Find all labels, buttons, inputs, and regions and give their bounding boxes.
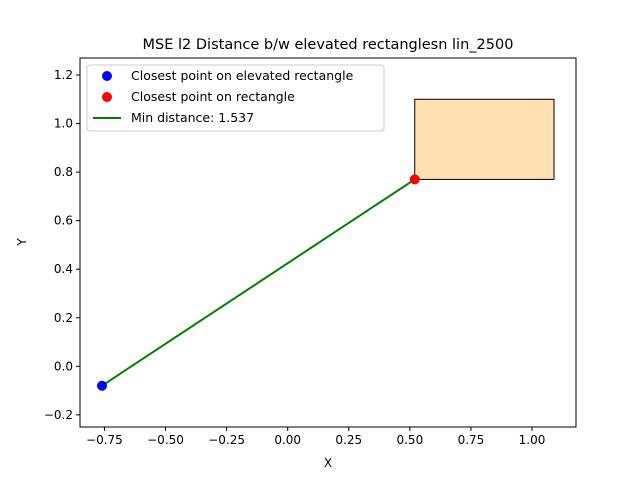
- y-tick-label: 0.4: [54, 262, 73, 276]
- y-tick-label: 0.0: [54, 359, 73, 373]
- legend-label-elevated-point: Closest point on elevated rectangle: [131, 68, 354, 83]
- x-tick-label: 0.00: [274, 433, 301, 447]
- x-tick-label: −0.25: [208, 433, 245, 447]
- legend: Closest point on elevated rectangle Clos…: [86, 64, 385, 132]
- y-tick-label: 1.0: [54, 117, 73, 131]
- y-tick-label: 0.8: [54, 165, 73, 179]
- legend-label-min-distance: Min distance: 1.537: [131, 110, 254, 125]
- x-tick-label: 0.75: [458, 433, 485, 447]
- x-tick-label: −0.50: [147, 433, 184, 447]
- y-tick-label: 1.2: [54, 68, 73, 82]
- legend-box: [86, 64, 385, 132]
- y-tick-label: −0.2: [44, 408, 73, 422]
- legend-marker-rectangle-point: [102, 92, 112, 102]
- x-tick-label: −0.75: [86, 433, 123, 447]
- min-distance-line: [101, 178, 416, 387]
- y-tick-label: 0.6: [54, 214, 73, 228]
- legend-label-rectangle-point: Closest point on rectangle: [131, 89, 295, 104]
- axis-ticks: −0.75 −0.50 −0.25 0.00 0.25 0.50 0.75 1.00 −0.2 0…: [44, 68, 546, 447]
- x-tick-label: 1.00: [519, 433, 546, 447]
- x-axis-label: X: [324, 456, 332, 470]
- x-tick-label: 0.50: [396, 433, 423, 447]
- rectangle-point: [409, 174, 420, 185]
- chart-title: MSE l2 Distance b/w elevated rectanglesn…: [143, 37, 514, 53]
- plot-area: [96, 98, 555, 391]
- y-tick-label: 0.2: [54, 311, 73, 325]
- elevated-rectangle-point: [96, 380, 107, 391]
- plot-frame: [79, 57, 577, 428]
- y-axis-label: Y: [15, 238, 29, 247]
- legend-marker-elevated-point: [102, 71, 112, 81]
- x-tick-label: 0.25: [335, 433, 362, 447]
- rectangle-shape: [414, 98, 555, 180]
